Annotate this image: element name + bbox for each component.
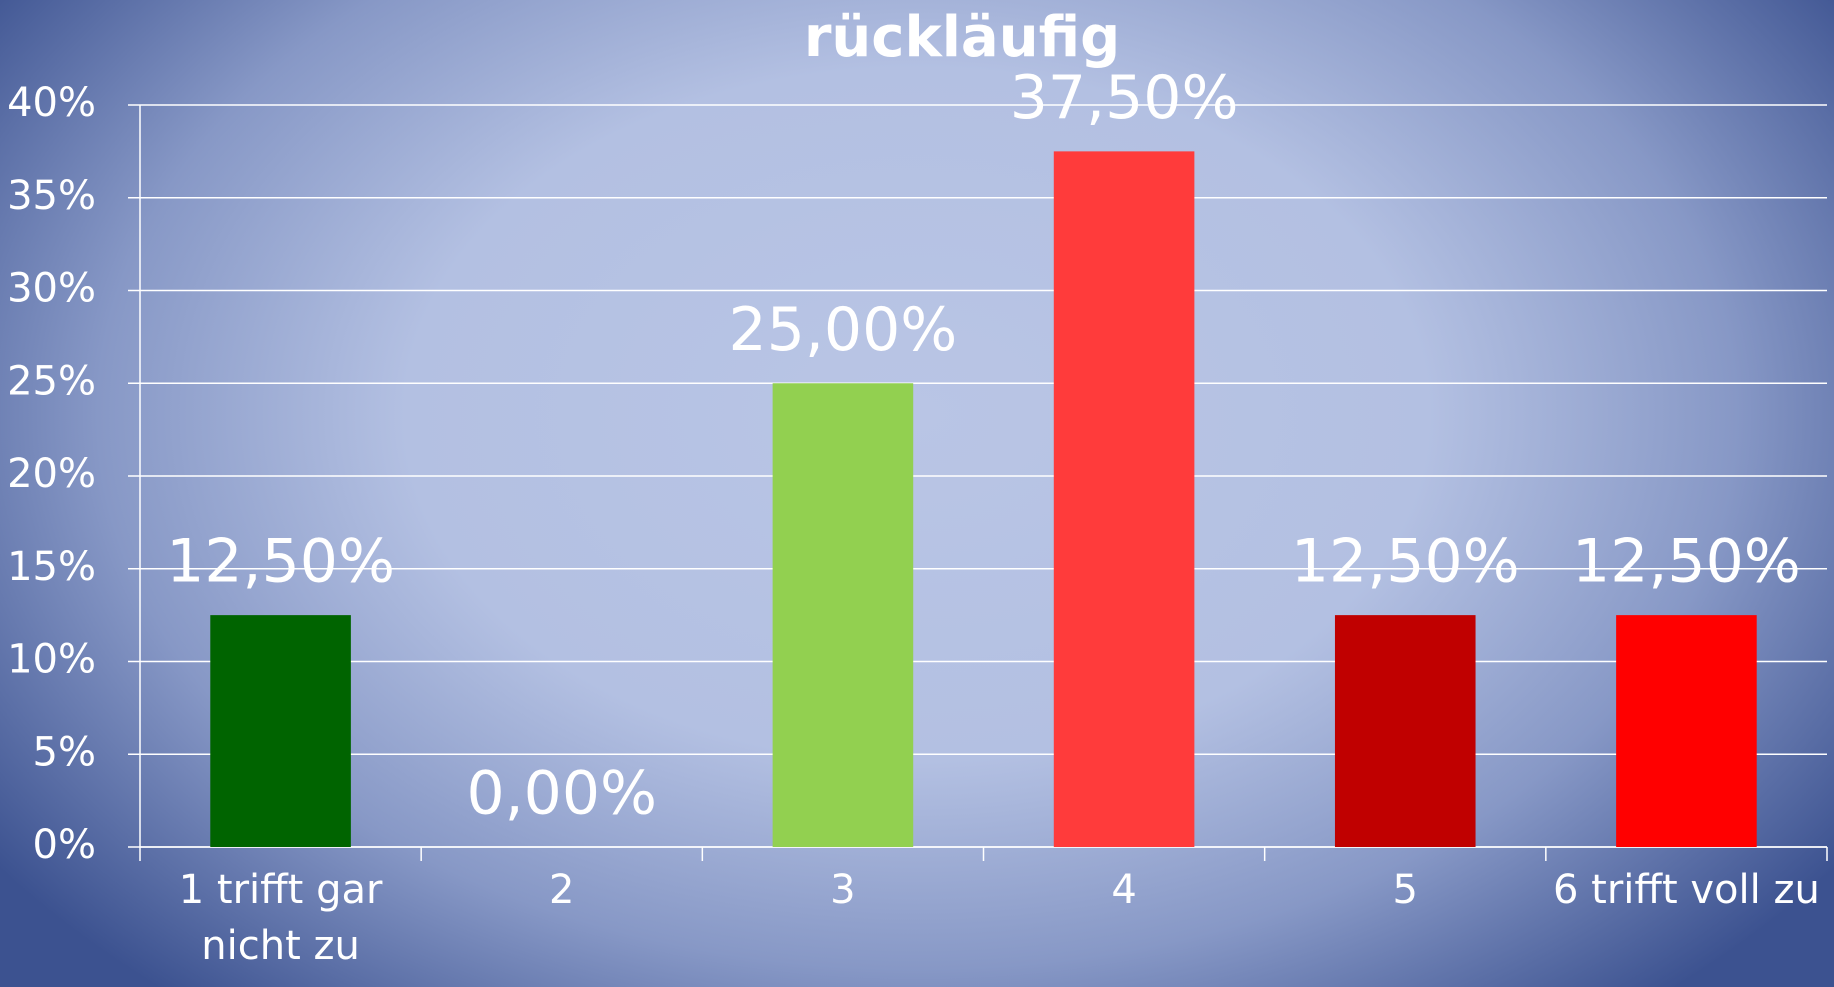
x-tick-label: 1 trifft gar nicht zu (178, 867, 383, 969)
x-tick-label: 4 (1111, 867, 1137, 913)
x-tick-label: 5 (1392, 867, 1418, 913)
y-tick-label: 10% (7, 637, 96, 683)
value-label: 12,50% (166, 527, 395, 597)
y-tick-label: 25% (7, 358, 96, 404)
chart-title: rückläufig (804, 5, 1120, 70)
bar (1334, 615, 1476, 847)
x-tick-label: 6 trifft voll zu (1553, 867, 1820, 913)
bar (1053, 151, 1195, 847)
value-label: 12,50% (1572, 527, 1801, 597)
y-tick-label: 40% (7, 80, 96, 126)
y-tick-label: 0% (33, 822, 96, 868)
y-tick-label: 35% (7, 173, 96, 219)
y-tick-label: 15% (7, 544, 96, 590)
y-tick-label: 30% (7, 266, 96, 312)
value-label: 0,00% (466, 759, 657, 829)
x-tick-label: 3 (830, 867, 856, 913)
y-tick-label: 20% (7, 451, 96, 497)
bar (1616, 615, 1757, 847)
value-label: 37,50% (1010, 63, 1239, 133)
value-label: 25,00% (729, 295, 958, 365)
value-label: 12,50% (1291, 527, 1520, 597)
bar (772, 383, 914, 847)
bar (210, 615, 351, 847)
x-tick-label: 2 (549, 867, 575, 913)
y-tick-label: 5% (33, 729, 96, 775)
